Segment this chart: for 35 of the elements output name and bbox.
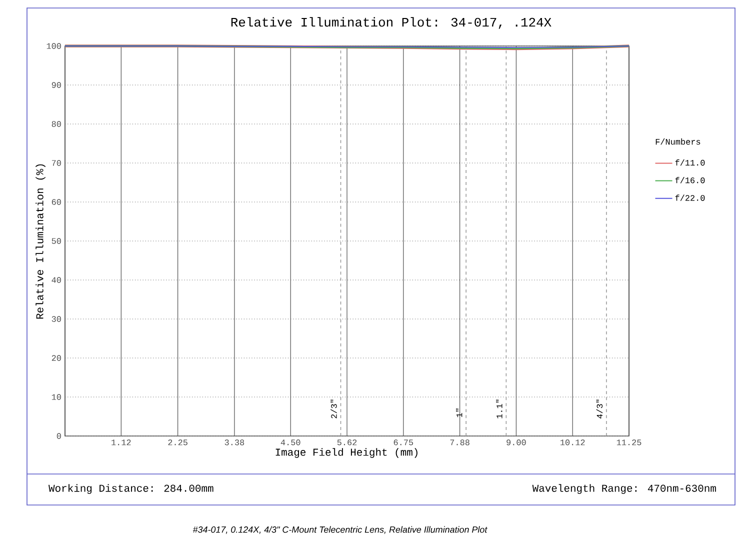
x-tick-label: 11.25 (616, 440, 642, 446)
legend-label: f/16.0 (675, 176, 705, 184)
y-tick-label: 20 (52, 355, 61, 361)
x-tick-label: 7.88 (450, 440, 470, 446)
legend-title: F/Numbers (656, 138, 700, 145)
y-axis-title: Relative Illumination (%) (36, 164, 46, 319)
y-tick-label: 60 (52, 199, 61, 205)
y-tick-label: 70 (52, 160, 61, 166)
annotation: 2/3" (330, 400, 337, 418)
y-tick-label: 10 (52, 394, 61, 400)
y-tick-label: 50 (52, 238, 61, 244)
text: Working Distance: 284.00mm (48, 484, 214, 494)
text: Wavelength Range: 470nm-630nm (532, 484, 716, 494)
x-tick-label: 5.62 (337, 440, 357, 446)
x-tick-label: 1.12 (112, 440, 131, 446)
x-tick-label: 9.00 (506, 440, 526, 446)
y-tick-label: 80 (52, 121, 61, 127)
x-tick-label: 6.75 (394, 440, 414, 446)
y-tick-label: 40 (52, 277, 61, 283)
annotation: 4/3" (596, 400, 603, 418)
y-tick-label: 100 (46, 43, 61, 49)
x-axis-title: Image Field Height (mm) (276, 448, 418, 458)
x-tick-label: 3.38 (224, 440, 244, 446)
chart-title: Relative Illumination Plot: 34-017, .124X (231, 17, 552, 29)
x-tick-label: 10.12 (560, 440, 585, 446)
legend-label: f/22.0 (675, 194, 705, 201)
y-tick-label: 0 (56, 433, 61, 439)
annotation: 1.1" (496, 400, 502, 418)
x-tick-label: 2.25 (168, 440, 188, 446)
text: #34-017, 0.124X, 4/3" C-Mount Telecentric Lens, Relative Illumination Plot (192, 526, 488, 534)
legend-label: f/11.0 (675, 159, 705, 166)
annotation: 1" (456, 408, 462, 418)
x-tick-label: 4.50 (280, 440, 300, 446)
y-tick-label: 90 (52, 82, 61, 88)
y-tick-label: 30 (52, 316, 61, 322)
